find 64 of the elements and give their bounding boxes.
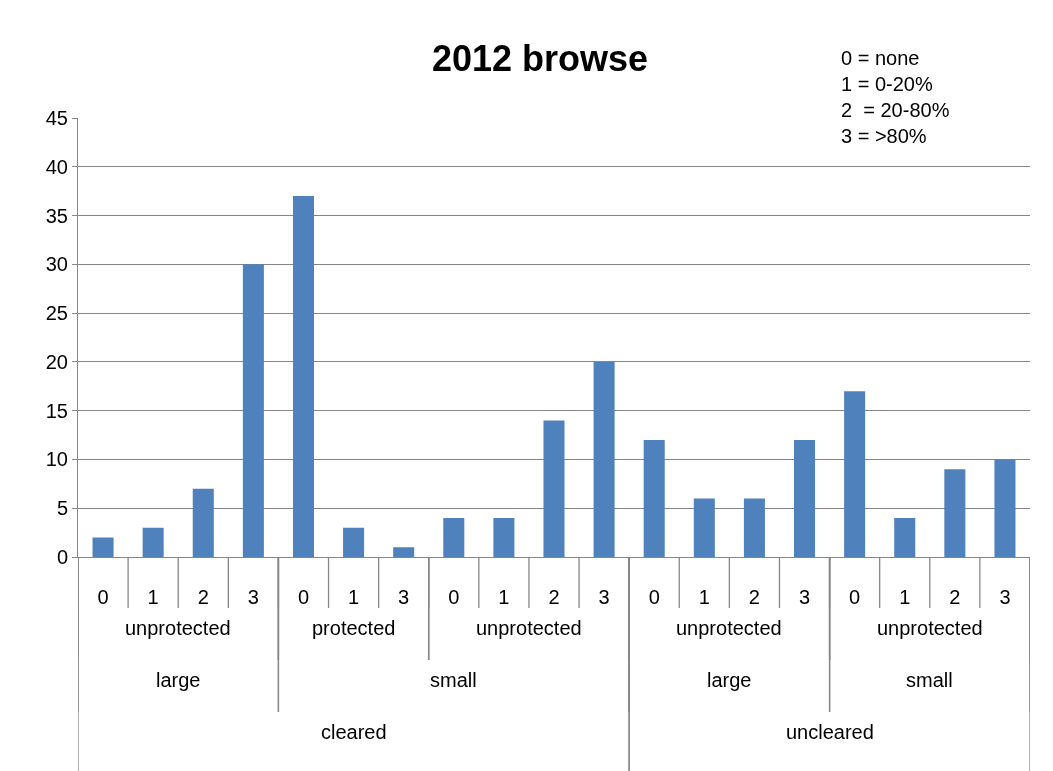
text: large <box>707 669 752 691</box>
y-tick-label: 35 <box>45 204 68 227</box>
bar <box>643 439 665 557</box>
annotation: 3 = >80% <box>841 125 927 147</box>
y-tick-label: 10 <box>45 448 68 471</box>
bar <box>994 459 1016 557</box>
text: 1 = 0-20% <box>841 73 933 95</box>
bar <box>92 537 114 557</box>
text: cleared <box>321 721 387 743</box>
text: small <box>430 669 477 691</box>
x-tick-label: 2 <box>748 586 760 608</box>
text: unprotected <box>476 617 582 639</box>
text: unprotected <box>676 617 782 639</box>
x-tick-label: 2 <box>548 586 560 608</box>
y-tick-label: 30 <box>45 253 68 276</box>
bar <box>242 264 264 557</box>
text: uncleared <box>786 721 874 743</box>
y-tick-label: 15 <box>45 399 68 422</box>
y-tick-label: 20 <box>45 350 68 373</box>
bar <box>593 361 615 557</box>
bar <box>844 391 866 557</box>
bar <box>292 196 314 557</box>
x-tick-label: 1 <box>698 586 710 608</box>
x-tick-label: 3 <box>398 586 410 608</box>
x-tick-label: 3 <box>247 586 259 608</box>
y-tick-label: 5 <box>56 497 68 520</box>
text: unprotected <box>125 617 231 639</box>
bar <box>944 469 966 557</box>
bar <box>343 527 365 557</box>
annotation: 2 = 20-80% <box>841 99 950 121</box>
bar <box>743 498 765 557</box>
y-tick-label: 0 <box>56 546 68 568</box>
x-tick-label: 0 <box>648 586 660 608</box>
x-tick-label: 3 <box>999 586 1011 608</box>
chart-title: 2012 browse <box>431 37 649 79</box>
bar <box>443 517 465 557</box>
x-tick-label: 1 <box>498 586 510 608</box>
x-tick-label: 3 <box>598 586 610 608</box>
bar <box>794 439 816 557</box>
bar <box>192 488 214 557</box>
x-tick-label: 2 <box>197 586 209 608</box>
x-tick-label: 1 <box>899 586 911 608</box>
text: large <box>156 669 201 691</box>
bar <box>543 420 565 557</box>
text: 0 = none <box>841 47 920 69</box>
bar <box>142 527 164 557</box>
x-tick-label: 3 <box>798 586 811 608</box>
y-tick-label: 45 <box>45 107 68 129</box>
bar <box>894 517 916 557</box>
x-tick-label: 1 <box>348 586 360 608</box>
x-tick-label: 0 <box>297 586 310 608</box>
x-tick-label: 0 <box>97 586 109 608</box>
x-tick-label: 0 <box>448 586 460 608</box>
x-tick-label: 1 <box>147 586 159 608</box>
y-tick-label: 40 <box>45 155 68 178</box>
x-tick-label: 2 <box>949 586 961 608</box>
bar <box>693 498 715 557</box>
x-tick-label: 0 <box>849 586 861 608</box>
bar <box>493 517 515 557</box>
text: small <box>906 669 953 691</box>
y-tick-label: 25 <box>45 302 68 325</box>
bar <box>393 547 415 557</box>
text: unprotected <box>877 617 983 639</box>
text: protected <box>312 617 396 639</box>
